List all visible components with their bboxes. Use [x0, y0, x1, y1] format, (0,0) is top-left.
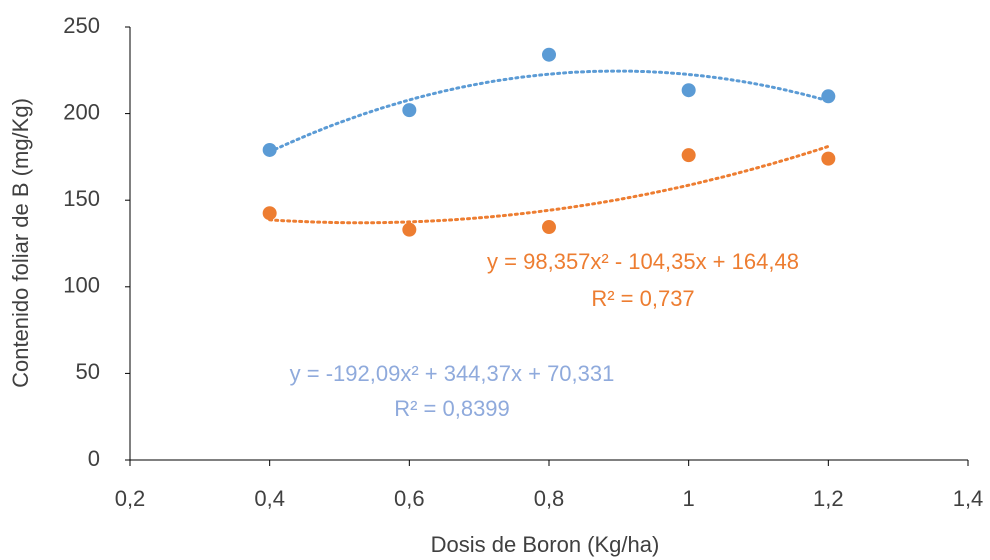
y-tick-label: 0 [88, 446, 100, 471]
x-tick-label: 0,8 [534, 486, 565, 511]
x-tick-label: 0,4 [254, 486, 285, 511]
y-tick-label: 50 [76, 359, 100, 384]
trendline-equation: y = 98,357x² - 104,35x + 164,48 [487, 249, 799, 274]
point [681, 148, 696, 163]
point [542, 220, 556, 235]
y-tick-label: 100 [63, 273, 100, 298]
x-tick-label: 1,2 [813, 486, 844, 511]
point [821, 89, 836, 104]
x-tick-label: 1,4 [953, 486, 984, 511]
trendline [268, 144, 830, 225]
point [542, 47, 556, 62]
x-tick-label: 1 [683, 486, 695, 511]
point [262, 206, 277, 221]
trendline-r2: R² = 0,8399 [394, 396, 510, 421]
point [821, 151, 836, 166]
y-tick-label: 250 [63, 13, 100, 38]
x-axis-title: Dosis de Boron (Kg/ha) [431, 532, 660, 557]
trendline-equation: y = -192,09x² + 344,37x + 70,331 [290, 361, 615, 386]
x-tick-label: 0,2 [115, 486, 146, 511]
point [681, 83, 696, 98]
y-tick-label: 150 [63, 186, 100, 211]
trendline-r2: R² = 0,737 [591, 286, 694, 311]
y-tick-label: 200 [63, 99, 100, 124]
point [402, 222, 417, 237]
trendline [268, 69, 830, 154]
point [402, 103, 417, 118]
y-axis-title: Contenido foliar de B (mg/Kg) [8, 98, 33, 388]
x-tick-label: 0,6 [394, 486, 425, 511]
point [262, 142, 277, 157]
